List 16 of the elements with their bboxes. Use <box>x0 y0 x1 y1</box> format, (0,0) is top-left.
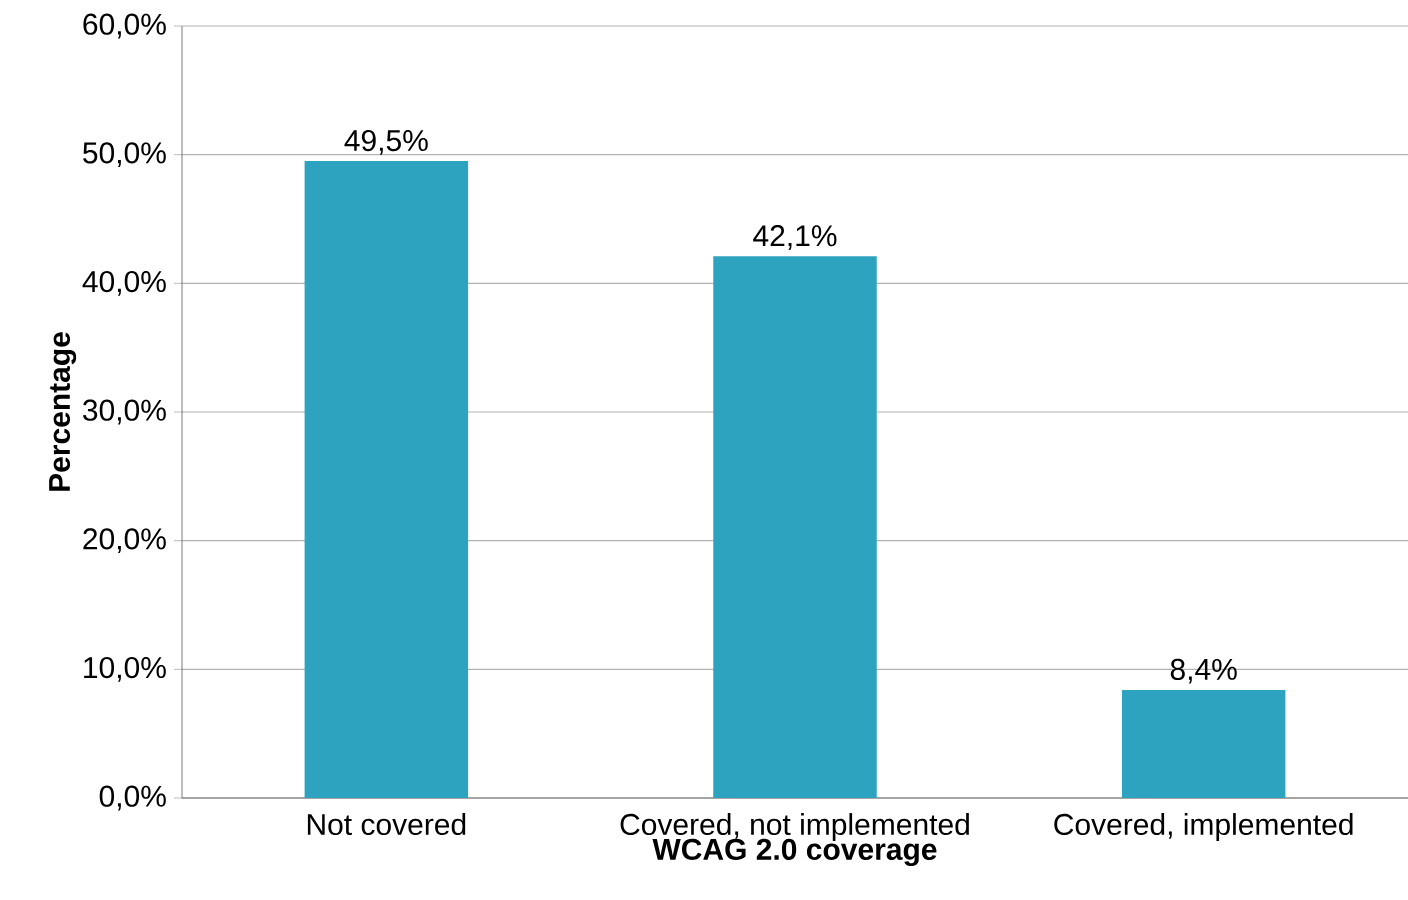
data-label: 49,5% <box>344 129 428 155</box>
y-tick-label: 50,0% <box>83 142 166 168</box>
bar <box>713 256 877 798</box>
data-label: 8,4% <box>1170 658 1237 684</box>
y-tick-label: 40,0% <box>82 270 166 296</box>
data-label: 42,1% <box>753 225 837 250</box>
bar <box>1121 689 1286 798</box>
y-tick-label: 60,0% <box>83 13 166 39</box>
bar <box>304 161 469 798</box>
y-axis-title: Percentage <box>49 332 77 491</box>
x-tick-label: Covered, implemented <box>1054 813 1353 842</box>
y-tick-label: 0,0% <box>99 785 166 811</box>
x-tick-label: Not covered <box>307 813 466 836</box>
y-tick-label: 30,0% <box>83 399 166 425</box>
y-tick-label: 10,0% <box>84 656 166 682</box>
y-tick-label: 20,0% <box>83 528 166 554</box>
